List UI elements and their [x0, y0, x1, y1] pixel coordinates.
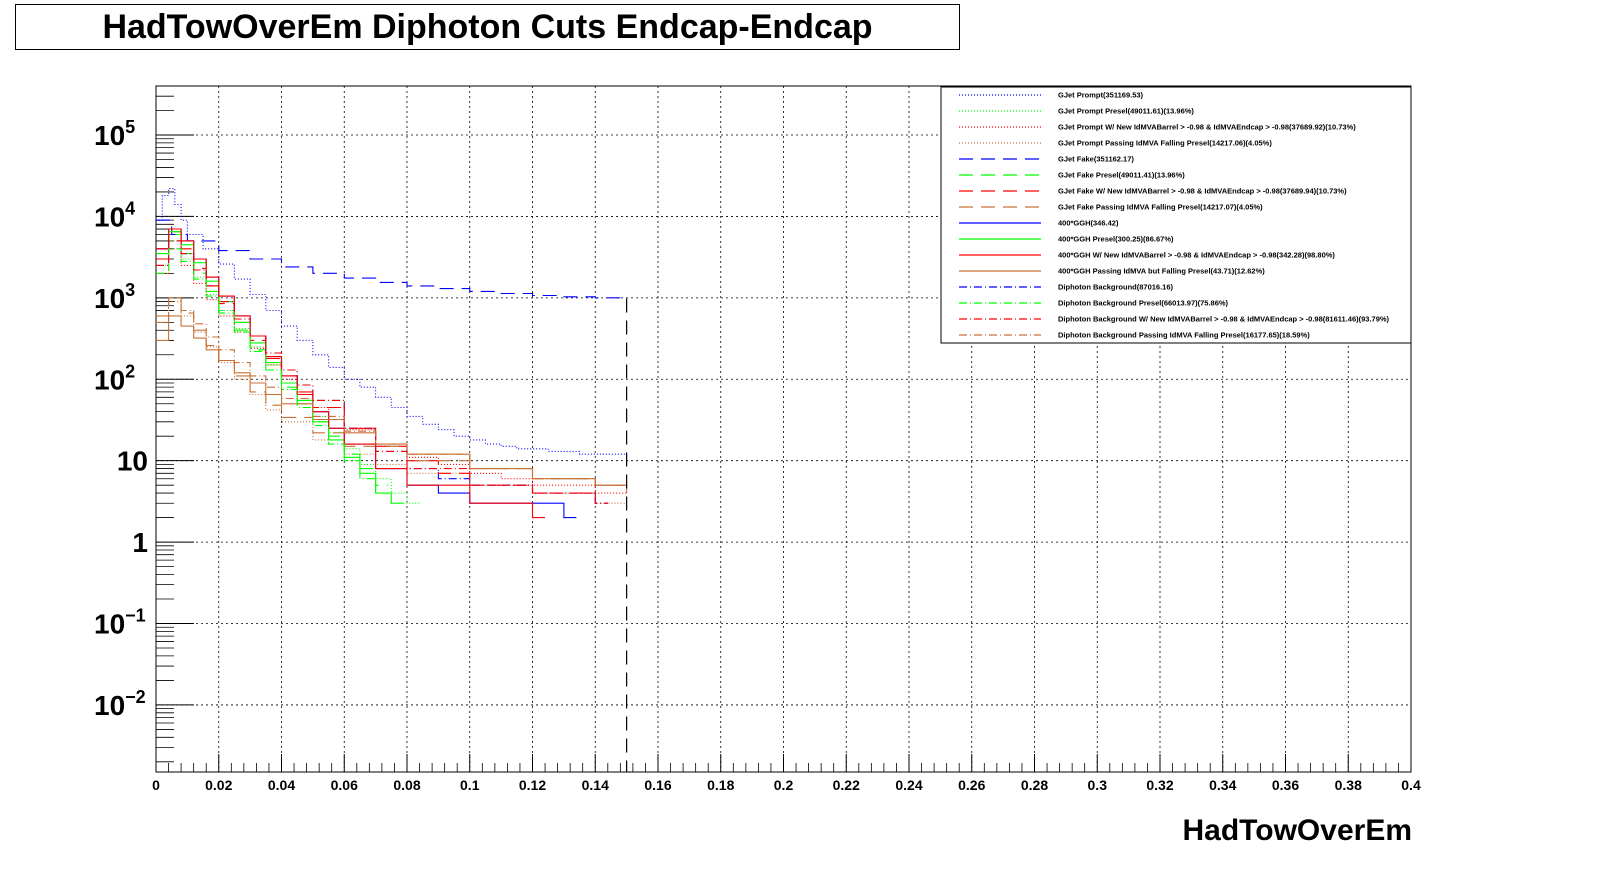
series-line-1 [156, 188, 627, 455]
x-axis-label: HadTowOverEm [1183, 814, 1413, 847]
x-tick-label: 0.18 [707, 777, 734, 793]
y-tick-label: 1 [132, 527, 148, 558]
x-tick-label: 0.36 [1272, 777, 1299, 793]
x-tick-label: 0.32 [1146, 777, 1173, 793]
y-tick-label: 104 [94, 198, 135, 232]
y-tick-label: 10−2 [94, 687, 146, 721]
x-tick-label: 0.08 [393, 777, 420, 793]
series-line-16 [156, 297, 628, 494]
series-line-11 [156, 228, 545, 519]
legend-label: GJet Prompt Passing IdMVA Falling Presel… [1058, 139, 1272, 148]
legend-label: GJet Fake Passing IdMVA Falling Presel(1… [1058, 203, 1263, 212]
y-tick-label: 10 [117, 446, 148, 477]
series-line-4 [156, 301, 627, 504]
x-tick-label: 0.4 [1401, 777, 1421, 793]
series-line-13 [156, 240, 608, 504]
legend-label: 400*GGH Presel(300.25)(86.67%) [1058, 235, 1174, 244]
legend-label: GJet Fake W/ New IdMVABarrel > -0.98 & I… [1058, 187, 1347, 196]
legend-label: GJet Fake Presel(49011.41)(13.96%) [1058, 171, 1185, 180]
x-tick-label: 0.34 [1209, 777, 1236, 793]
x-tick-label: 0.06 [331, 777, 358, 793]
series-line-14 [156, 248, 389, 494]
legend-label: Diphoton Background W/ New IdMVABarrel >… [1058, 315, 1390, 324]
chart-title: HadTowOverEm Diphoton Cuts Endcap-Endcap [102, 7, 873, 46]
x-tick-label: 0.24 [895, 777, 922, 793]
x-tick-label: 0.28 [1021, 777, 1048, 793]
legend-label: GJet Prompt(351169.53) [1058, 91, 1144, 100]
y-tick-label: 105 [94, 117, 135, 151]
series-line-8 [156, 297, 627, 486]
x-tick-label: 0.02 [205, 777, 232, 793]
x-tick-label: 0.14 [582, 777, 609, 793]
x-tick-label: 0.16 [644, 777, 671, 793]
x-tick-label: 0.04 [268, 777, 295, 793]
series-line-12 [156, 315, 628, 494]
legend-label: Diphoton Background Presel(66013.97)(75.… [1058, 299, 1229, 308]
legend-label: Diphoton Background Passing IdMVA Fallin… [1058, 331, 1310, 340]
y-tick-label: 10−1 [94, 606, 146, 640]
legend: GJet Prompt(351169.53) GJet Prompt Presel… [940, 86, 1412, 344]
x-tick-label: 0.3 [1088, 777, 1108, 793]
x-tick-label: 0.2 [774, 777, 794, 793]
series-line-3 [156, 248, 627, 494]
legend-label: 400*GGH(346.42) [1058, 219, 1119, 228]
legend-box [940, 86, 1412, 344]
x-tick-label: 0 [152, 777, 160, 793]
series-line-5 [156, 219, 628, 299]
legend-label: Diphoton Background(87016.16) [1058, 283, 1174, 292]
series-line-7 [156, 231, 608, 504]
legend-label: GJet Prompt W/ New IdMVABarrel > -0.98 &… [1058, 123, 1356, 132]
series-line-15 [156, 240, 608, 504]
plot-frame [155, 85, 1412, 773]
chart-title-box: HadTowOverEm Diphoton Cuts Endcap-Endcap [15, 4, 960, 50]
x-tick-label: 0.26 [958, 777, 985, 793]
series-line-2 [156, 240, 420, 504]
series-group [156, 188, 628, 772]
x-tick-label: 0.22 [833, 777, 860, 793]
legend-label: 400*GGH W/ New IdMVABarrel > -0.98 & IdM… [1058, 251, 1335, 260]
legend-label: GJet Prompt Presel(49011.61)(13.96%) [1058, 107, 1194, 116]
y-tick-label: 102 [94, 361, 135, 395]
x-tick-label: 0.1 [460, 777, 480, 793]
x-tick-label: 0.38 [1335, 777, 1362, 793]
legend-label: 400*GGH Passing IdMVA but Falling Presel… [1058, 267, 1265, 276]
axes: 0 0.02 0.04 0.06 0.08 0.1 0.12 0.14 0.16 0.18 0.2 0… [94, 85, 1421, 793]
legend-label: GJet Fake(351162.17) [1058, 155, 1134, 164]
y-tick-label: 103 [94, 280, 135, 314]
series-line-6 [156, 233, 389, 486]
x-tick-label: 0.12 [519, 777, 546, 793]
